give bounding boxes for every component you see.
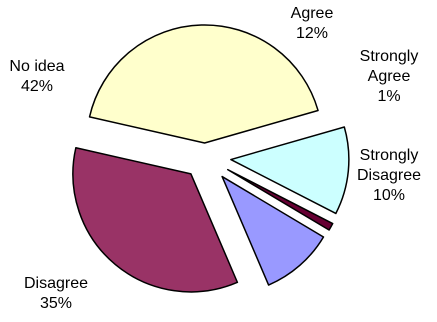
slice-label-line: Disagree <box>357 167 421 184</box>
slice-label-line: 1% <box>377 88 400 105</box>
slice-label-line: No idea <box>9 58 64 75</box>
pie-slice-disagree <box>72 147 239 293</box>
slice-label: Strongly Disagree 10% <box>357 147 421 204</box>
slice-label-line: Agree <box>368 68 411 85</box>
slice-label-line: Agree <box>291 5 334 22</box>
slice-label: Strongly Agree 1% <box>360 48 419 105</box>
pie-slice-strongly-agree <box>226 168 334 231</box>
slice-label-line: 12% <box>296 25 328 42</box>
slice-label: Disagree 35% <box>24 275 88 312</box>
slice-label-line: Strongly <box>360 147 419 164</box>
slice-label-line: 42% <box>21 78 53 95</box>
slice-label-line: 10% <box>373 187 405 204</box>
slice-label: Agree 12% <box>291 5 334 42</box>
slice-label-line: 35% <box>40 295 72 312</box>
pie-slice-no-idea <box>88 24 319 144</box>
slice-label-line: Disagree <box>24 275 88 292</box>
pie-slice-strongly-disagree <box>221 175 325 286</box>
slice-label: No idea 42% <box>9 58 64 95</box>
slice-label-line: Strongly <box>360 48 419 65</box>
pie-slice-agree <box>230 126 350 215</box>
